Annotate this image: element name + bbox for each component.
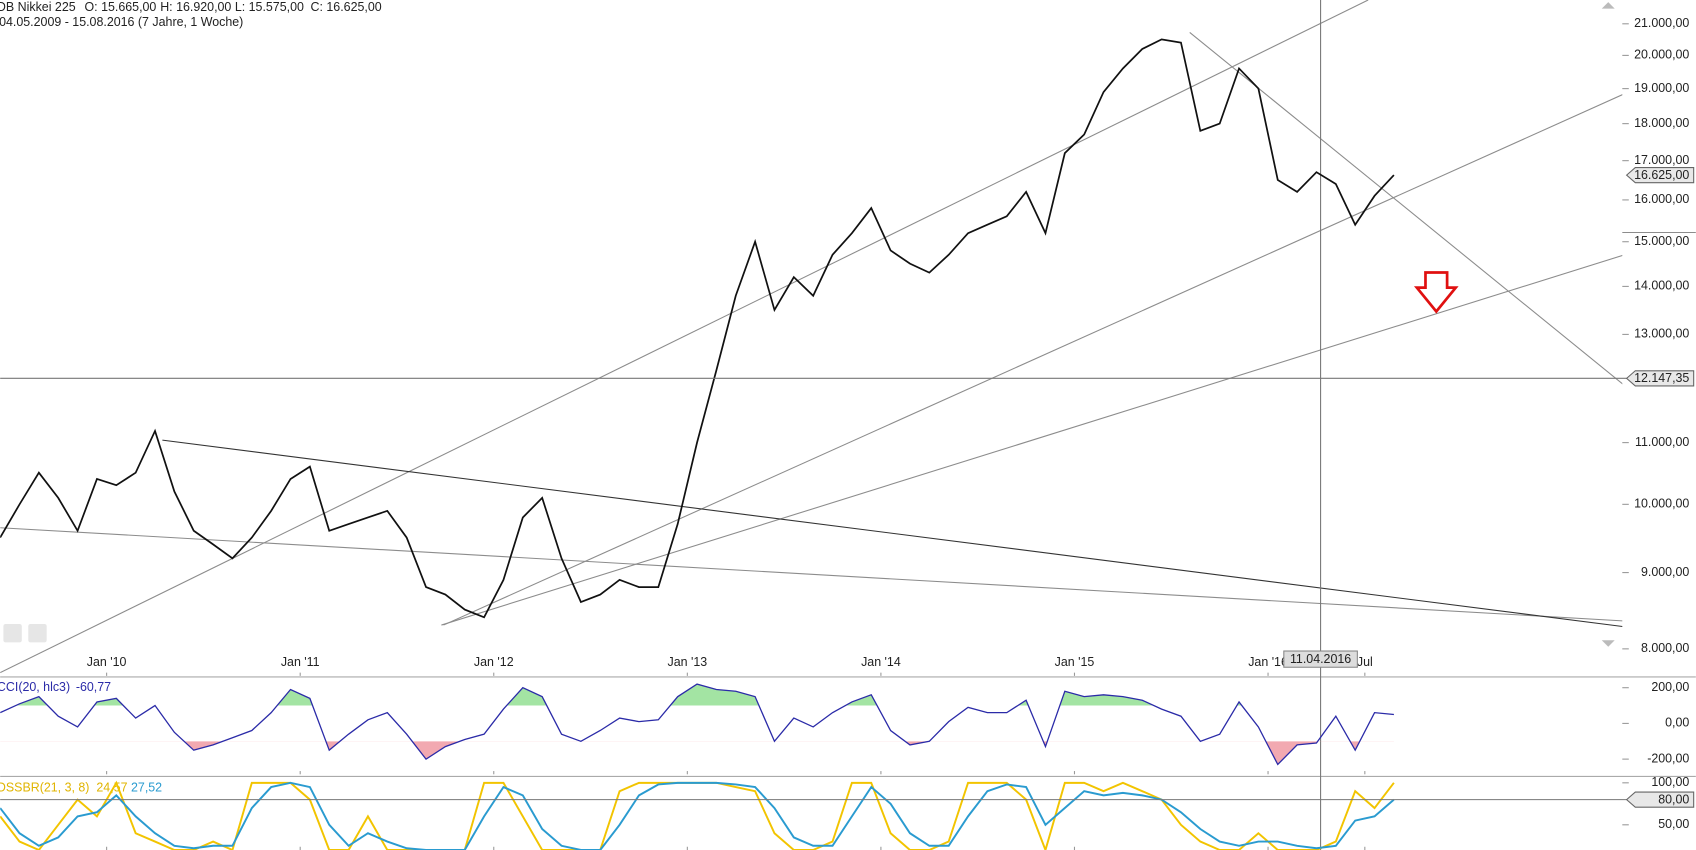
indicator-value: -60,77	[76, 680, 111, 694]
x-tick-label: Jan '14	[861, 655, 901, 669]
indicator-title: CCI(20, hlc3)	[0, 680, 70, 694]
y-tick-label: 50,00	[1658, 817, 1689, 831]
trend-line	[162, 439, 1623, 628]
level-label: 12.147,35	[1634, 371, 1689, 385]
scroll-down[interactable]	[1601, 640, 1615, 647]
y-tick-label: 0,00	[1665, 716, 1689, 730]
stat: L: 15.575,00	[235, 0, 304, 14]
price-line	[0, 38, 1395, 619]
y-tick-label: 9.000,00	[1641, 565, 1689, 579]
y-tick-label: 8.000,00	[1641, 641, 1689, 655]
y-tick-label: 11.000,00	[1635, 435, 1689, 449]
chart-subtitle: 04.05.2009 - 15.08.2016 (7 Jahre, 1 Woch…	[0, 15, 243, 29]
y-tick-label: 15.000,00	[1634, 234, 1689, 248]
x-tick-label: Jan '11	[281, 655, 320, 669]
trend-line	[0, 0, 1369, 674]
stat: H: 16.920,00	[160, 0, 231, 14]
indicator-value: 24,57	[96, 781, 127, 795]
level-label: 16.625,00	[1634, 168, 1689, 182]
crosshair-label-box	[1283, 650, 1358, 668]
level-label: 80,00	[1658, 792, 1689, 806]
down-arrow	[1413, 271, 1459, 314]
price-line	[0, 683, 1394, 766]
trend-line	[0, 527, 1623, 622]
y-tick-label: 100,00	[1651, 775, 1689, 789]
tool-button[interactable]	[28, 623, 47, 643]
y-tick-label: 18.000,00	[1634, 116, 1689, 130]
x-tick-label: Jan '12	[474, 655, 514, 669]
panel	[0, 38, 1395, 619]
indicator-title: DSSBR(21, 3, 8)	[0, 781, 89, 795]
y-tick-label: 21.000,00	[1634, 16, 1689, 30]
y-tick-label: 14.000,00	[1634, 279, 1689, 293]
y-tick-label: 17.000,00	[1634, 153, 1689, 167]
y-tick-label: 200,00	[1651, 680, 1689, 694]
x-tick-label: Jan '10	[87, 655, 127, 669]
trend-line	[441, 254, 1623, 626]
y-tick-label: 16.000,00	[1634, 192, 1689, 206]
crosshair-label: 11.04.2016	[1290, 652, 1351, 666]
x-tick-label: Jan '16	[1248, 655, 1288, 669]
level-label-box	[1625, 791, 1695, 808]
x-tick-label: Jan '13	[668, 655, 708, 669]
level-label-box	[1625, 370, 1695, 387]
trend-lines	[0, 0, 1623, 674]
y-tick-label: 19.000,00	[1634, 81, 1689, 95]
stat: C: 16.625,00	[311, 0, 382, 14]
overbought-area	[0, 684, 1394, 706]
indicator-value: 27,52	[131, 781, 162, 795]
scroll-up[interactable]	[1601, 2, 1615, 9]
y-tick-label: 20.000,00	[1634, 48, 1689, 62]
y-tick-label: 13.000,00	[1634, 327, 1689, 341]
x-tick-label: Jul	[1357, 655, 1373, 669]
x-tick-label: Jan '15	[1055, 655, 1095, 669]
y-tick-label: 10.000,00	[1634, 497, 1689, 511]
level-label-box	[1625, 166, 1695, 184]
tool-button[interactable]	[3, 623, 22, 643]
chart-title: DB Nikkei 225	[0, 0, 76, 14]
trend-line	[443, 94, 1623, 626]
panel	[0, 683, 1394, 766]
trend-line	[1189, 32, 1623, 385]
y-tick-label: -200,00	[1647, 751, 1689, 765]
stat: O: 15.665,00	[85, 0, 157, 14]
